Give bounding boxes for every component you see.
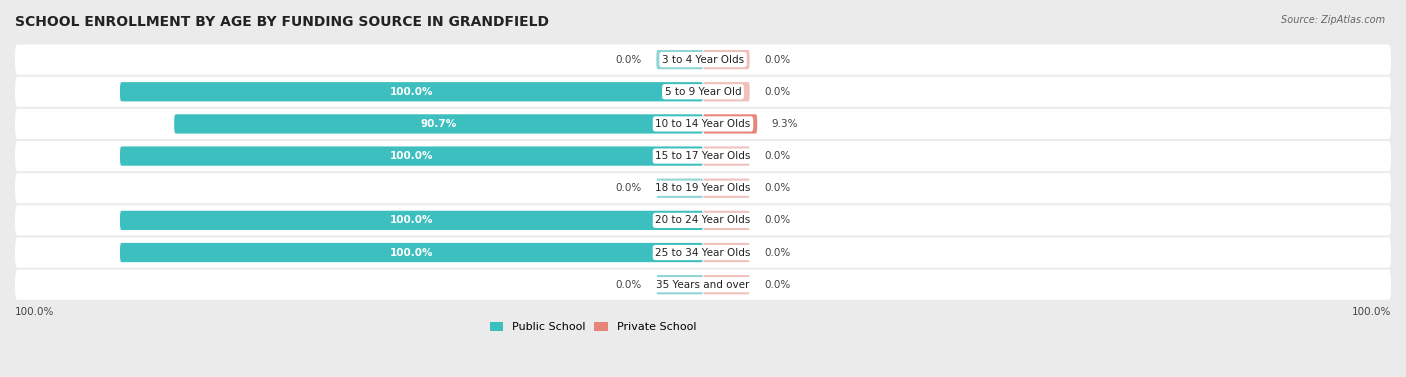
Text: 25 to 34 Year Olds: 25 to 34 Year Olds bbox=[655, 248, 751, 257]
FancyBboxPatch shape bbox=[120, 211, 703, 230]
FancyBboxPatch shape bbox=[15, 44, 1391, 75]
Text: 100.0%: 100.0% bbox=[389, 248, 433, 257]
Text: 10 to 14 Year Olds: 10 to 14 Year Olds bbox=[655, 119, 751, 129]
FancyBboxPatch shape bbox=[703, 275, 749, 294]
Text: 3 to 4 Year Olds: 3 to 4 Year Olds bbox=[662, 55, 744, 64]
FancyBboxPatch shape bbox=[15, 77, 1391, 107]
FancyBboxPatch shape bbox=[120, 243, 703, 262]
Text: 100.0%: 100.0% bbox=[15, 307, 55, 317]
FancyBboxPatch shape bbox=[703, 82, 749, 101]
Text: 15 to 17 Year Olds: 15 to 17 Year Olds bbox=[655, 151, 751, 161]
FancyBboxPatch shape bbox=[703, 179, 749, 198]
Text: 100.0%: 100.0% bbox=[389, 215, 433, 225]
FancyBboxPatch shape bbox=[15, 109, 1391, 139]
Text: 35 Years and over: 35 Years and over bbox=[657, 280, 749, 290]
Text: 9.3%: 9.3% bbox=[772, 119, 799, 129]
Text: SCHOOL ENROLLMENT BY AGE BY FUNDING SOURCE IN GRANDFIELD: SCHOOL ENROLLMENT BY AGE BY FUNDING SOUR… bbox=[15, 15, 548, 29]
FancyBboxPatch shape bbox=[120, 82, 703, 101]
FancyBboxPatch shape bbox=[703, 50, 749, 69]
Legend: Public School, Private School: Public School, Private School bbox=[485, 317, 700, 337]
Text: 0.0%: 0.0% bbox=[765, 87, 790, 97]
FancyBboxPatch shape bbox=[174, 114, 703, 133]
FancyBboxPatch shape bbox=[657, 179, 703, 198]
Text: 0.0%: 0.0% bbox=[616, 183, 641, 193]
FancyBboxPatch shape bbox=[703, 114, 758, 133]
FancyBboxPatch shape bbox=[15, 238, 1391, 268]
Text: Source: ZipAtlas.com: Source: ZipAtlas.com bbox=[1281, 15, 1385, 25]
FancyBboxPatch shape bbox=[703, 211, 749, 230]
FancyBboxPatch shape bbox=[15, 270, 1391, 300]
FancyBboxPatch shape bbox=[15, 173, 1391, 203]
FancyBboxPatch shape bbox=[703, 146, 749, 166]
Text: 0.0%: 0.0% bbox=[765, 151, 790, 161]
Text: 0.0%: 0.0% bbox=[765, 248, 790, 257]
FancyBboxPatch shape bbox=[657, 275, 703, 294]
FancyBboxPatch shape bbox=[15, 141, 1391, 171]
FancyBboxPatch shape bbox=[657, 50, 703, 69]
Text: 0.0%: 0.0% bbox=[616, 280, 641, 290]
Text: 5 to 9 Year Old: 5 to 9 Year Old bbox=[665, 87, 741, 97]
Text: 20 to 24 Year Olds: 20 to 24 Year Olds bbox=[655, 215, 751, 225]
Text: 0.0%: 0.0% bbox=[765, 183, 790, 193]
Text: 100.0%: 100.0% bbox=[389, 87, 433, 97]
FancyBboxPatch shape bbox=[15, 205, 1391, 236]
Text: 90.7%: 90.7% bbox=[420, 119, 457, 129]
FancyBboxPatch shape bbox=[120, 146, 703, 166]
FancyBboxPatch shape bbox=[703, 243, 749, 262]
Text: 100.0%: 100.0% bbox=[389, 151, 433, 161]
Text: 100.0%: 100.0% bbox=[1351, 307, 1391, 317]
Text: 0.0%: 0.0% bbox=[765, 55, 790, 64]
Text: 18 to 19 Year Olds: 18 to 19 Year Olds bbox=[655, 183, 751, 193]
Text: 0.0%: 0.0% bbox=[765, 280, 790, 290]
Text: 0.0%: 0.0% bbox=[765, 215, 790, 225]
Text: 0.0%: 0.0% bbox=[616, 55, 641, 64]
